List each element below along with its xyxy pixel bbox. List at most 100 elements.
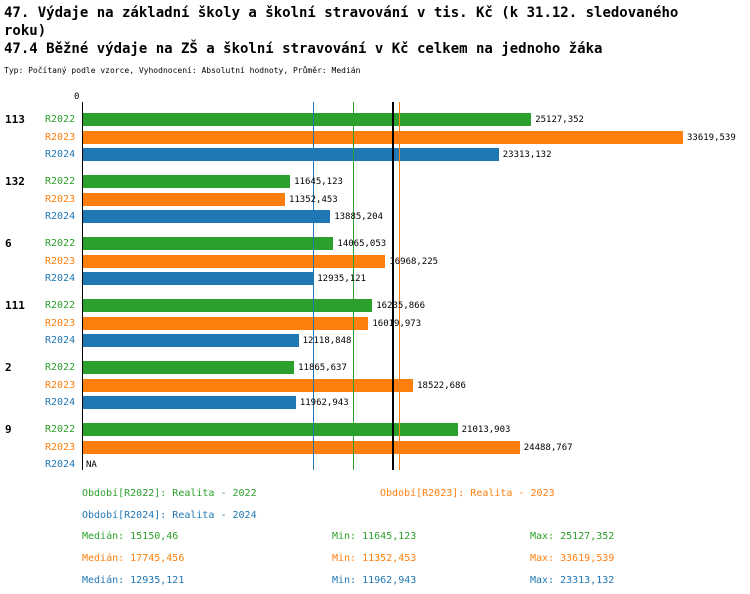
chart-group-113: 113 R2022 25127,352 R2023 33619,539 R2024 2331… bbox=[0, 111, 750, 164]
bar-row: R2024 13885,204 bbox=[0, 208, 750, 226]
bar bbox=[82, 299, 373, 312]
stats-row-r2024: Medián: 12935,121 Min: 11962,943 Max: 23… bbox=[0, 572, 750, 594]
legend: Období[R2022]: Realita - 2022 Období[R20… bbox=[0, 485, 750, 529]
bar bbox=[82, 361, 295, 374]
series-label: R2024 bbox=[45, 149, 76, 160]
bar-value: 13885,204 bbox=[334, 212, 383, 222]
group-label: 113 bbox=[5, 113, 25, 126]
stats-row-r2023: Medián: 17745,456 Min: 11352,453 Max: 33… bbox=[0, 550, 750, 572]
bar bbox=[82, 396, 296, 409]
bar-row: R2023 24488,767 bbox=[0, 439, 750, 457]
bar bbox=[82, 334, 299, 347]
bar bbox=[82, 130, 683, 144]
group-label: 6 bbox=[5, 237, 12, 250]
chart-groups: 113 R2022 25127,352 R2023 33619,539 R2024 2331… bbox=[0, 90, 750, 482]
bar-row: R2022 14065,053 bbox=[0, 235, 750, 253]
ref-line-median-r2023 bbox=[399, 102, 401, 470]
series-label: R2023 bbox=[45, 317, 76, 329]
chart-area: 0 113 R2022 25127,352 R2023 33619,539 R2024 23… bbox=[0, 90, 750, 482]
bar-row: R2022 11865,637 bbox=[0, 359, 750, 377]
bar bbox=[82, 254, 386, 268]
bar-value: NA bbox=[86, 460, 97, 470]
bar-value: 11865,637 bbox=[298, 363, 347, 373]
series-label: R2024 bbox=[45, 459, 76, 470]
bar bbox=[82, 440, 520, 454]
chart-plot bbox=[0, 90, 750, 482]
series-label: R2022 bbox=[45, 114, 76, 125]
group-label: 132 bbox=[5, 175, 25, 188]
bar-row: R2022 11645,123 bbox=[0, 173, 750, 191]
bar-value: 12935,121 bbox=[317, 274, 367, 284]
bar bbox=[82, 192, 285, 206]
bar-row: R2024 NA bbox=[0, 456, 750, 474]
group-label: 111 bbox=[5, 299, 25, 312]
series-label: R2024 bbox=[45, 211, 76, 222]
series-label: R2022 bbox=[45, 362, 76, 373]
bar-row: R2024 12118,848 bbox=[0, 332, 750, 350]
bar-row: R2024 23313,132 bbox=[0, 146, 750, 164]
chart-subtitle: 47.4 Běžné výdaje na ZŠ a školní stravov… bbox=[4, 41, 603, 57]
bar bbox=[82, 148, 499, 161]
series-label: R2022 bbox=[45, 424, 76, 435]
chart-group-6: 6 R2022 14065,053 R2023 16968,225 R2024 12935,… bbox=[0, 235, 750, 288]
bar-value: 11962,943 bbox=[299, 398, 349, 408]
chart-group-9: 9 R2022 21013,903 R2023 24488,767 R2024 NA bbox=[0, 421, 750, 474]
ref-line-median-r2022 bbox=[352, 102, 354, 470]
chart-group-2: 2 R2022 11865,637 R2023 18522,686 R2024 11962,… bbox=[0, 359, 750, 412]
stats-panel: Medián: 15150,46 Min: 11645,123 Max: 251… bbox=[0, 528, 750, 594]
bar-value: 16235,866 bbox=[376, 301, 426, 311]
legend-item-r2024: Období[R2024]: Realita - 2024 bbox=[82, 510, 257, 521]
series-label: R2024 bbox=[45, 335, 76, 346]
series-label: R2024 bbox=[45, 397, 76, 408]
stat-max: Max: 33619,539 bbox=[530, 553, 615, 564]
bar-value: 14065,053 bbox=[337, 239, 387, 249]
stat-max: Max: 23313,132 bbox=[530, 575, 615, 586]
series-label: R2023 bbox=[45, 379, 76, 391]
bar bbox=[82, 113, 532, 126]
stat-min: Min: 11352,453 bbox=[332, 553, 417, 564]
bar-row: R2023 33619,539 bbox=[0, 129, 750, 147]
chart-title-line2: roku) bbox=[4, 23, 47, 39]
chart-meta-line: Typ: Počítaný podle vzorce, Vyhodnocení:… bbox=[4, 66, 361, 75]
bar-value: 21013,903 bbox=[461, 425, 511, 435]
series-label: R2023 bbox=[45, 255, 76, 267]
bar-value: 11352,453 bbox=[288, 194, 338, 205]
bar-value: 18522,686 bbox=[417, 380, 466, 391]
axis-zero-label: 0 bbox=[74, 92, 80, 102]
group-label: 9 bbox=[5, 423, 12, 436]
bar bbox=[82, 210, 331, 223]
legend-item-r2022: Období[R2022]: Realita - 2022 bbox=[82, 488, 257, 499]
bar-value: 11645,123 bbox=[294, 177, 343, 187]
series-label: R2024 bbox=[45, 273, 76, 284]
y-axis-line bbox=[82, 102, 83, 470]
bar-row: R2024 12935,121 bbox=[0, 270, 750, 288]
legend-item-r2023: Období[R2023]: Realita - 2023 bbox=[380, 488, 555, 499]
stats-row-r2022: Medián: 15150,46 Min: 11645,123 Max: 251… bbox=[0, 528, 750, 550]
bar-row: R2023 11352,453 bbox=[0, 191, 750, 209]
stat-min: Min: 11962,943 bbox=[332, 575, 417, 586]
stat-median: Medián: 15150,46 bbox=[82, 531, 179, 542]
bar bbox=[82, 272, 314, 285]
bar-value: 33619,539 bbox=[687, 132, 736, 143]
bar-value: 23313,132 bbox=[502, 150, 552, 160]
bar-value: 24488,767 bbox=[523, 442, 573, 453]
ref-line-median-r2024 bbox=[313, 102, 315, 470]
bar bbox=[82, 423, 458, 436]
chart-group-132: 132 R2022 11645,123 R2023 11352,453 R2024 1388… bbox=[0, 173, 750, 226]
series-label: R2022 bbox=[45, 176, 76, 187]
bar bbox=[82, 237, 334, 250]
stat-median: Medián: 12935,121 bbox=[82, 575, 185, 586]
chart-title-line1: 47. Výdaje na základní školy a školní st… bbox=[4, 5, 679, 21]
bar-row: R2023 18522,686 bbox=[0, 377, 750, 395]
series-label: R2022 bbox=[45, 300, 76, 311]
bar-row: R2023 16968,225 bbox=[0, 253, 750, 271]
group-label: 2 bbox=[5, 361, 12, 374]
series-label: R2023 bbox=[45, 131, 76, 143]
bar-row: R2022 16235,866 bbox=[0, 297, 750, 315]
bar-row: R2022 25127,352 bbox=[0, 111, 750, 129]
stat-min: Min: 11645,123 bbox=[332, 531, 417, 542]
series-label: R2023 bbox=[45, 441, 76, 453]
bar bbox=[82, 175, 291, 188]
bar bbox=[82, 316, 369, 330]
